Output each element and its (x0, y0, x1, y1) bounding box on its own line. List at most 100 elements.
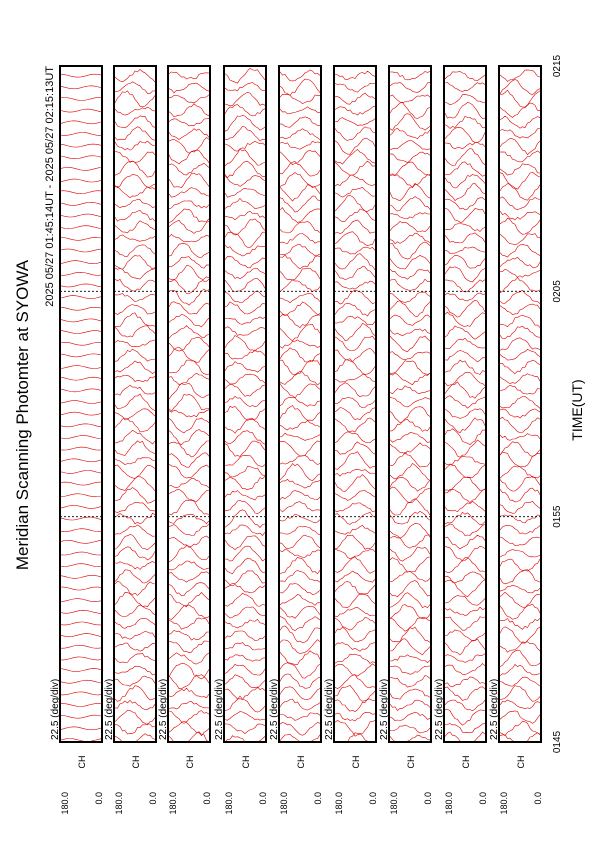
trace (389, 140, 431, 150)
trace (389, 360, 431, 376)
trace (168, 382, 210, 400)
trace (224, 557, 266, 575)
trace (224, 67, 266, 84)
trace (114, 312, 156, 327)
trace (224, 126, 266, 142)
trace (389, 113, 431, 131)
trace (224, 663, 266, 676)
trace (389, 604, 431, 620)
trace (334, 105, 376, 116)
trace (334, 548, 376, 560)
trace (60, 470, 102, 474)
trace (224, 231, 265, 248)
trace (334, 663, 376, 677)
trace (389, 498, 431, 516)
trace (168, 617, 210, 630)
trace (499, 549, 541, 558)
trace (60, 598, 102, 602)
trace (60, 225, 102, 230)
trace (224, 316, 266, 325)
trace (114, 733, 156, 743)
trace (224, 349, 266, 360)
trace (279, 184, 321, 202)
trace (114, 723, 156, 735)
trace (168, 71, 210, 80)
trace (334, 289, 376, 305)
trace (444, 638, 486, 656)
trace (279, 106, 321, 115)
trace (114, 642, 156, 652)
trace (224, 361, 266, 373)
trace (389, 734, 431, 743)
trace (389, 556, 431, 573)
trace (444, 731, 486, 743)
trace (444, 337, 486, 350)
trace (114, 393, 156, 411)
trace (444, 141, 486, 150)
trace (114, 325, 156, 338)
trace (114, 652, 156, 663)
trace (279, 140, 321, 150)
trace (224, 592, 266, 607)
trace (168, 94, 210, 104)
trace (444, 116, 486, 129)
panel-frame (388, 65, 432, 743)
trace (389, 385, 431, 395)
trace (444, 606, 486, 616)
trace (114, 440, 156, 456)
trace (168, 513, 210, 525)
trace (279, 501, 321, 513)
trace (280, 359, 321, 376)
trace (279, 279, 321, 293)
trace (499, 699, 541, 710)
trace (389, 102, 431, 119)
trace (499, 210, 541, 221)
trace (444, 408, 486, 419)
trace (60, 703, 102, 707)
trace (60, 563, 102, 568)
trace (279, 293, 321, 304)
trace (279, 625, 321, 643)
trace (60, 668, 102, 672)
trace (389, 196, 431, 212)
trace (60, 586, 102, 591)
trace (114, 569, 156, 584)
panel: 180.0 0.0 CH 22.5 (deg/div) (379, 65, 433, 815)
trace (445, 279, 486, 293)
trace (389, 182, 431, 201)
x-tick-label: 0155 (552, 505, 563, 528)
trace (334, 186, 376, 198)
trace (224, 82, 265, 92)
trace (499, 514, 541, 524)
trace (499, 244, 541, 258)
trace (499, 584, 541, 594)
rotated-chart: Meridian Scanning Photomter at SYOWA 202… (13, 54, 585, 814)
trace (114, 278, 156, 292)
trace (60, 376, 102, 381)
trace (224, 535, 266, 550)
trace (389, 128, 431, 140)
trace (389, 372, 431, 386)
trace (499, 569, 541, 585)
chart-title: Meridian Scanning Photomter at SYOWA (13, 259, 32, 570)
trace (499, 685, 541, 702)
trace (334, 474, 376, 492)
trace (334, 490, 376, 501)
trace (499, 373, 541, 385)
trace (114, 140, 156, 151)
trace (499, 102, 541, 118)
trace (499, 396, 541, 409)
trace (168, 137, 210, 154)
panel: 180.0 0.0 CH 22.5 (deg/div) (489, 65, 543, 815)
trace (168, 172, 210, 188)
trace (499, 501, 541, 514)
trace (60, 318, 102, 323)
trace (389, 654, 431, 663)
trace (224, 104, 266, 117)
trace (168, 162, 210, 176)
panel-frame (443, 65, 487, 743)
trace (168, 372, 210, 385)
trace (389, 476, 431, 492)
trace (168, 200, 210, 209)
panel-frame (167, 65, 211, 743)
